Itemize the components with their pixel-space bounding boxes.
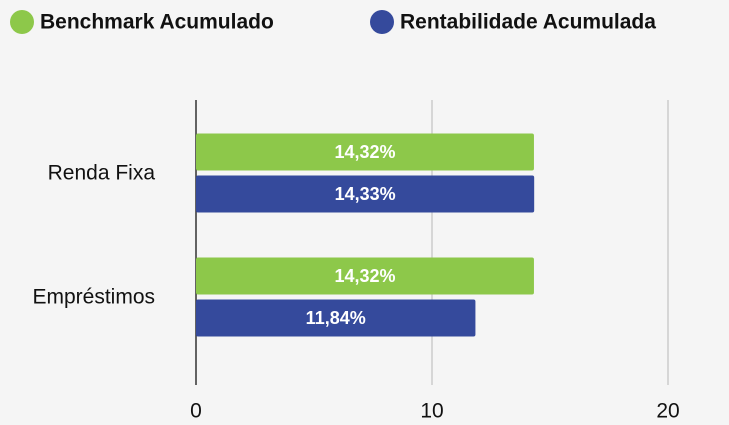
category-label: Renda Fixa bbox=[48, 162, 156, 185]
legend-label: Rentabilidade Acumulada bbox=[400, 11, 656, 34]
x-tick-label: 10 bbox=[420, 400, 443, 423]
bar bbox=[196, 175, 535, 213]
bar bbox=[196, 257, 534, 295]
bar bbox=[196, 299, 476, 337]
x-tick-label: 0 bbox=[190, 400, 202, 423]
bar bbox=[196, 133, 534, 171]
value-label: 11,84% bbox=[306, 308, 366, 328]
value-label: 14,32% bbox=[334, 142, 395, 162]
value-label: 14,33% bbox=[335, 184, 396, 204]
category-label: Empréstimos bbox=[32, 286, 155, 309]
legend-marker bbox=[370, 10, 394, 34]
value-label: 14,32% bbox=[334, 266, 395, 286]
legend-marker bbox=[10, 10, 34, 34]
x-tick-label: 20 bbox=[656, 400, 679, 423]
legend-label: Benchmark Acumulado bbox=[40, 11, 274, 34]
